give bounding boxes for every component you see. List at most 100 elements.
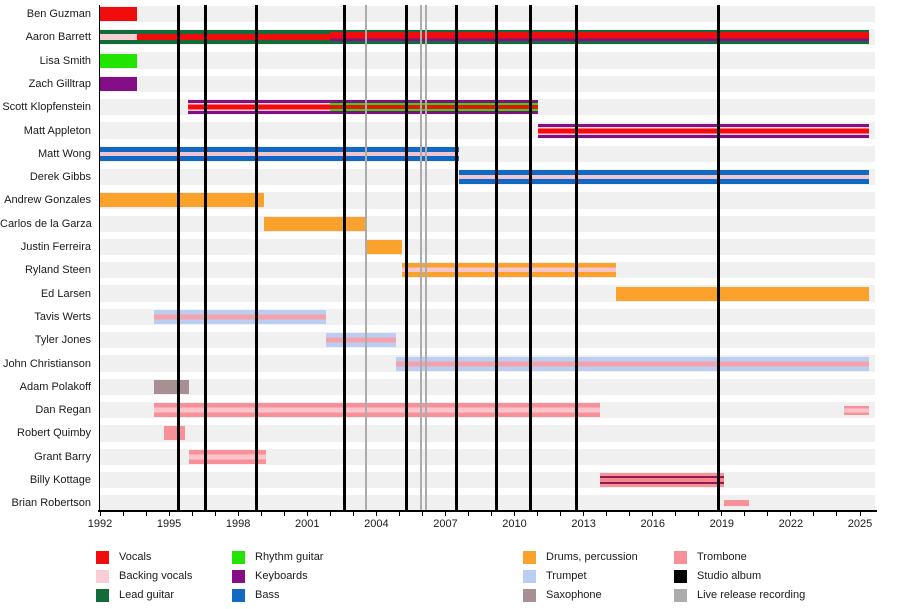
bar-ryland-steen xyxy=(401,263,616,278)
bar-matt-appleton xyxy=(537,123,870,138)
studio-album-line xyxy=(716,5,720,510)
legend-label-bass: Bass xyxy=(255,589,280,601)
member-label-tavis-werts: Tavis Werts xyxy=(34,310,91,323)
studio-album-line xyxy=(529,5,533,510)
legend-swatch-trombone xyxy=(674,551,687,564)
x-tick xyxy=(283,512,285,516)
x-tick xyxy=(583,512,585,516)
bar-tavis-werts xyxy=(154,309,326,324)
x-tick-label-1992: 1992 xyxy=(87,518,113,530)
x-tick-label-2007: 2007 xyxy=(433,518,458,530)
x-tick xyxy=(306,512,308,516)
x-tick-label-1995: 1995 xyxy=(156,518,182,530)
bar-billy-kottage xyxy=(599,473,725,487)
x-tick xyxy=(145,512,147,516)
studio-album-line xyxy=(455,5,459,510)
row-band xyxy=(100,495,875,512)
legend-label-drums-percussion: Drums, percussion xyxy=(546,551,638,563)
bar-ed-larsen xyxy=(615,286,870,301)
x-tick-label-2025: 2025 xyxy=(847,518,873,530)
bar-john-christianson xyxy=(395,356,870,371)
bar-justin-ferreira xyxy=(366,240,402,254)
legend-label-saxophone: Saxophone xyxy=(546,589,602,601)
member-label-aaron-barrett: Aaron Barrett xyxy=(25,31,91,44)
x-tick xyxy=(467,512,469,516)
row-band xyxy=(100,215,875,232)
x-tick xyxy=(398,512,400,516)
x-tick xyxy=(836,512,838,516)
bar-derek-gibbs xyxy=(459,170,870,185)
x-tick xyxy=(375,512,377,516)
studio-album-line xyxy=(575,5,579,510)
legend-label-keyboards: Keyboards xyxy=(255,570,308,582)
legend-swatch-lead-guitar xyxy=(96,589,109,602)
row-band xyxy=(100,192,875,209)
x-tick xyxy=(514,512,516,516)
member-label-adam-polakoff: Adam Polakoff xyxy=(19,380,91,393)
member-label-scott-klopfenstein: Scott Klopfenstein xyxy=(2,101,91,114)
legend-label-backing-vocals: Backing vocals xyxy=(119,570,193,582)
x-tick xyxy=(698,512,700,516)
member-label-justin-ferreira: Justin Ferreira xyxy=(20,241,91,253)
member-label-brian-robertson: Brian Robertson xyxy=(11,497,92,510)
member-label-ryland-steen: Ryland Steen xyxy=(24,264,91,277)
studio-album-line xyxy=(255,5,259,510)
bar-aaron-barrett xyxy=(330,30,870,45)
x-tick xyxy=(859,512,861,516)
x-tick xyxy=(99,512,101,516)
bar-carlos-de-la-garza xyxy=(263,216,366,231)
member-label-tyler-jones: Tyler Jones xyxy=(34,334,91,347)
x-tick xyxy=(491,512,493,516)
member-label-john-christianson: John Christianson xyxy=(2,357,91,370)
legend-label-studio-album: Studio album xyxy=(697,570,762,582)
bar-zach-gilltrap xyxy=(100,76,137,91)
row-band xyxy=(100,5,875,23)
x-tick xyxy=(606,512,608,516)
legend-swatch-keyboards xyxy=(232,570,245,583)
bar-scott-klopfenstein xyxy=(330,100,538,115)
legend-swatch-drums-percussion xyxy=(523,551,536,564)
bar-dan-regan xyxy=(843,405,870,415)
member-label-matt-wong: Matt Wong xyxy=(38,147,91,160)
x-tick xyxy=(191,512,193,516)
member-label-matt-appleton: Matt Appleton xyxy=(23,124,91,137)
x-tick-label-2004: 2004 xyxy=(364,518,389,530)
bar-dan-regan xyxy=(154,403,600,418)
bar-matt-wong xyxy=(100,146,460,161)
x-tick-label-2010: 2010 xyxy=(502,518,527,530)
bar-scott-klopfenstein xyxy=(187,100,331,115)
bar-tyler-jones xyxy=(325,333,396,348)
x-tick xyxy=(421,512,423,516)
bar-aaron-barrett xyxy=(136,30,331,45)
x-tick xyxy=(813,512,815,516)
x-tick xyxy=(767,512,769,516)
row-band xyxy=(100,52,875,69)
x-tick xyxy=(122,512,124,516)
member-label-andrew-gonzales: Andrew Gonzales xyxy=(4,194,91,207)
bar-brian-robertson xyxy=(724,500,750,507)
x-tick xyxy=(744,512,746,516)
legend-label-trumpet: Trumpet xyxy=(546,570,587,582)
x-tick xyxy=(721,512,723,516)
legend-label-rhythm-guitar: Rhythm guitar xyxy=(255,551,324,563)
member-label-ben-guzman: Ben Guzman xyxy=(26,8,91,20)
member-label-derek-gibbs: Derek Gibbs xyxy=(29,171,91,184)
legend-label-vocals: Vocals xyxy=(119,551,152,563)
x-tick xyxy=(237,512,239,516)
legend-swatch-trumpet xyxy=(523,570,536,583)
legend-swatch-backing-vocals xyxy=(96,570,109,583)
legend-label-lead-guitar: Lead guitar xyxy=(119,589,175,601)
x-tick xyxy=(444,512,446,516)
x-tick-label-2019: 2019 xyxy=(709,518,735,530)
studio-album-line xyxy=(404,5,408,510)
bar-aaron-barrett xyxy=(100,30,137,45)
x-tick xyxy=(352,512,354,516)
legend-swatch-vocals xyxy=(96,551,109,564)
x-tick xyxy=(560,512,562,516)
x-tick xyxy=(629,512,631,516)
legend-swatch-bass xyxy=(232,589,245,602)
member-label-robert-quimby: Robert Quimby xyxy=(17,427,91,440)
member-label-lisa-smith: Lisa Smith xyxy=(39,54,91,67)
x-tick-label-1998: 1998 xyxy=(225,518,251,530)
